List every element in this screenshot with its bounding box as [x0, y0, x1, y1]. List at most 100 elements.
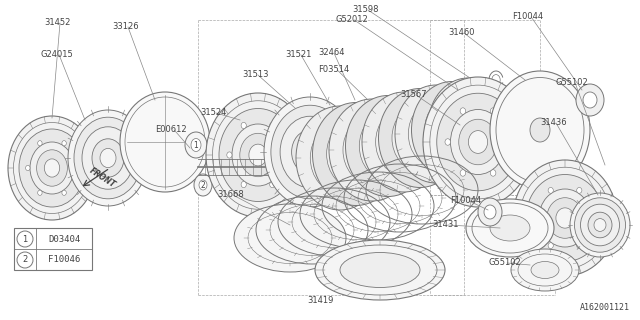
- Ellipse shape: [466, 199, 554, 257]
- Ellipse shape: [191, 139, 201, 151]
- Circle shape: [17, 231, 33, 247]
- Ellipse shape: [38, 140, 42, 146]
- Ellipse shape: [556, 208, 574, 228]
- Ellipse shape: [312, 102, 399, 205]
- Ellipse shape: [580, 204, 620, 246]
- Ellipse shape: [199, 180, 207, 190]
- Text: G24015: G24015: [40, 50, 73, 59]
- Ellipse shape: [219, 108, 297, 202]
- Ellipse shape: [526, 174, 604, 261]
- Ellipse shape: [591, 215, 596, 221]
- Text: 2: 2: [22, 255, 28, 265]
- Ellipse shape: [280, 116, 340, 188]
- Ellipse shape: [249, 144, 267, 166]
- Ellipse shape: [326, 119, 385, 189]
- Ellipse shape: [575, 198, 625, 252]
- Ellipse shape: [8, 116, 96, 220]
- Ellipse shape: [539, 189, 591, 247]
- Ellipse shape: [38, 190, 42, 196]
- Ellipse shape: [264, 97, 356, 207]
- Ellipse shape: [376, 108, 433, 176]
- Ellipse shape: [548, 243, 554, 249]
- Ellipse shape: [343, 139, 369, 170]
- Text: A162001121: A162001121: [580, 303, 630, 312]
- Ellipse shape: [412, 82, 493, 179]
- Ellipse shape: [269, 181, 275, 188]
- Text: 31452: 31452: [44, 18, 70, 27]
- Ellipse shape: [460, 108, 466, 114]
- Ellipse shape: [36, 150, 67, 186]
- Ellipse shape: [441, 93, 495, 158]
- Text: FRONT: FRONT: [88, 166, 117, 190]
- Text: 2: 2: [200, 180, 205, 189]
- Ellipse shape: [436, 93, 519, 191]
- Ellipse shape: [484, 205, 496, 219]
- Ellipse shape: [424, 119, 448, 149]
- Ellipse shape: [594, 219, 606, 231]
- Ellipse shape: [408, 123, 433, 153]
- Ellipse shape: [292, 130, 328, 174]
- Ellipse shape: [570, 193, 630, 257]
- Ellipse shape: [490, 71, 590, 189]
- Ellipse shape: [531, 261, 559, 278]
- Ellipse shape: [327, 142, 353, 173]
- Ellipse shape: [392, 127, 417, 157]
- Ellipse shape: [185, 132, 207, 158]
- Ellipse shape: [284, 152, 289, 158]
- Ellipse shape: [460, 170, 466, 176]
- Ellipse shape: [490, 170, 496, 176]
- Ellipse shape: [395, 85, 477, 183]
- Ellipse shape: [576, 84, 604, 116]
- Text: 31668: 31668: [217, 190, 244, 199]
- Ellipse shape: [459, 119, 497, 165]
- Ellipse shape: [227, 152, 232, 158]
- Ellipse shape: [451, 109, 506, 174]
- Ellipse shape: [375, 131, 401, 161]
- Ellipse shape: [588, 212, 612, 238]
- Ellipse shape: [240, 133, 276, 177]
- Ellipse shape: [340, 252, 420, 287]
- Ellipse shape: [577, 243, 582, 249]
- Ellipse shape: [315, 240, 445, 300]
- Ellipse shape: [296, 106, 384, 210]
- Ellipse shape: [269, 122, 275, 129]
- Text: 32464: 32464: [318, 48, 344, 57]
- Ellipse shape: [234, 204, 346, 272]
- Text: F10044: F10044: [512, 12, 543, 21]
- Ellipse shape: [456, 112, 480, 140]
- Circle shape: [17, 252, 33, 268]
- Ellipse shape: [530, 118, 550, 142]
- Ellipse shape: [301, 141, 319, 163]
- Ellipse shape: [468, 131, 488, 153]
- Text: G55102: G55102: [488, 258, 521, 267]
- Text: 1: 1: [194, 140, 198, 149]
- Text: D03404: D03404: [48, 235, 80, 244]
- Ellipse shape: [44, 159, 60, 177]
- Ellipse shape: [206, 93, 310, 217]
- Ellipse shape: [232, 124, 284, 186]
- Text: 31521: 31521: [285, 50, 312, 59]
- Ellipse shape: [329, 99, 415, 201]
- Text: G52012: G52012: [335, 15, 368, 24]
- Text: 31524: 31524: [200, 108, 227, 117]
- Text: E00612: E00612: [155, 125, 187, 134]
- Ellipse shape: [271, 105, 349, 199]
- Ellipse shape: [547, 198, 583, 238]
- Ellipse shape: [428, 78, 508, 174]
- Ellipse shape: [359, 135, 385, 165]
- Ellipse shape: [425, 97, 479, 163]
- Text: F10044: F10044: [450, 196, 481, 205]
- Text: 1: 1: [22, 235, 28, 244]
- Ellipse shape: [343, 116, 401, 184]
- Ellipse shape: [310, 123, 370, 193]
- Text: 31513: 31513: [242, 70, 269, 79]
- Ellipse shape: [359, 112, 417, 180]
- Ellipse shape: [26, 165, 30, 171]
- Ellipse shape: [92, 139, 124, 177]
- Text: G55102: G55102: [556, 78, 589, 87]
- Ellipse shape: [74, 165, 79, 171]
- Ellipse shape: [440, 116, 464, 145]
- Text: F03514: F03514: [318, 65, 349, 74]
- Ellipse shape: [346, 95, 431, 196]
- Ellipse shape: [62, 140, 67, 146]
